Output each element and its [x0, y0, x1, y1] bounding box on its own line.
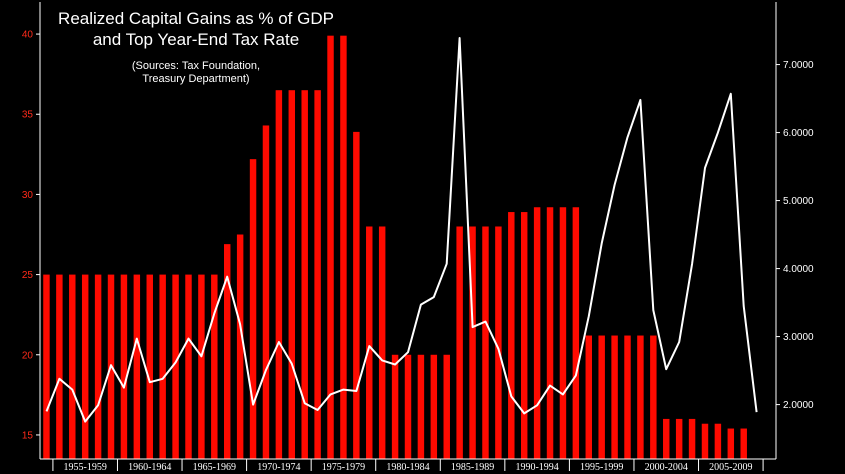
bar [675, 418, 683, 459]
right-tick-label: 6.0000 [783, 128, 814, 139]
bar [495, 226, 502, 459]
bar [546, 207, 554, 459]
bar [146, 274, 153, 459]
right-tick-label: 2.0000 [783, 400, 814, 411]
bar [559, 207, 567, 459]
bar [624, 335, 631, 459]
x-tick-label: 2005-2009 [709, 462, 752, 473]
bar [740, 428, 747, 459]
bar [456, 226, 463, 459]
bar [482, 226, 489, 459]
bar [650, 335, 657, 459]
bar [378, 226, 386, 459]
x-tick-label: 1990-1994 [515, 462, 558, 473]
axes [39, 2, 777, 460]
chart-title-line2: and Top Year-End Tax Rate [93, 30, 299, 49]
x-tick-label: 1955-1959 [64, 462, 107, 473]
bar [391, 354, 399, 459]
bar [404, 354, 412, 459]
source-note-line1: (Sources: Tax Foundation, [132, 60, 260, 72]
x-tick-label: 1985-1989 [451, 462, 494, 473]
bar [211, 274, 218, 459]
bar [133, 274, 141, 459]
bar [262, 125, 270, 459]
bar [185, 274, 192, 459]
x-tick-label: 1980-1984 [386, 462, 429, 473]
bar [533, 207, 541, 459]
bar [611, 335, 618, 459]
x-tick-label: 1970-1974 [257, 462, 300, 473]
right-axis: 2.0000 3.0000 4.0000 5.0000 6.0000 7.0000 [776, 60, 814, 411]
line-series [45, 37, 758, 423]
bar [701, 423, 709, 459]
bar [236, 234, 244, 459]
right-tick-label: 7.0000 [783, 60, 814, 71]
bar [727, 428, 735, 459]
bar [81, 274, 89, 459]
right-tick-label: 4.0000 [783, 264, 814, 275]
x-tick-label: 1960-1964 [128, 462, 171, 473]
bar [443, 354, 450, 459]
bar [572, 207, 580, 459]
x-tick-label: 1995-1999 [580, 462, 623, 473]
right-tick-label: 5.0000 [783, 196, 814, 207]
left-tick-label: 30 [22, 190, 34, 201]
bar [585, 335, 592, 459]
bar-series [43, 35, 747, 460]
bar [314, 90, 321, 459]
bar [120, 274, 128, 459]
bar [353, 131, 360, 459]
bar [663, 418, 670, 459]
left-tick-label: 15 [22, 430, 34, 441]
bar [508, 212, 515, 459]
x-tick-label: 2000-2004 [645, 462, 688, 473]
bar [69, 274, 76, 459]
bar [43, 274, 50, 459]
right-tick-label: 3.0000 [783, 332, 814, 343]
bar [94, 274, 102, 459]
left-tick-label: 20 [22, 350, 34, 361]
left-tick-label: 25 [22, 270, 34, 281]
bar [301, 90, 308, 459]
bar [172, 274, 179, 459]
bar [224, 244, 231, 459]
bar [159, 274, 166, 459]
bar [275, 90, 283, 459]
x-tick-label: 1975-1979 [322, 462, 365, 473]
bar [288, 90, 296, 459]
bar [56, 274, 63, 459]
left-tick-label: 40 [22, 30, 34, 41]
bar [469, 226, 476, 459]
bar [688, 418, 696, 459]
bar [637, 335, 644, 459]
chart-title-line1: Realized Capital Gains as % of GDP [58, 9, 334, 28]
bar [430, 354, 438, 459]
bar [417, 354, 425, 459]
bar [366, 226, 373, 459]
left-tick-label: 35 [22, 110, 34, 121]
bar [340, 35, 347, 460]
bar [327, 35, 334, 460]
x-tick-label: 1965-1969 [193, 462, 236, 473]
bar [714, 423, 722, 459]
bar [249, 159, 257, 459]
line-path [45, 37, 758, 423]
source-note-line2: Treasury Department) [142, 73, 249, 85]
bar [598, 335, 605, 459]
x-axis: 1955-1959 1960-1964 1965-1969 1970-1974 1975… [52, 459, 764, 473]
left-axis: 15 20 25 30 35 40 [22, 30, 40, 441]
bar [198, 274, 205, 459]
bar [520, 212, 528, 459]
